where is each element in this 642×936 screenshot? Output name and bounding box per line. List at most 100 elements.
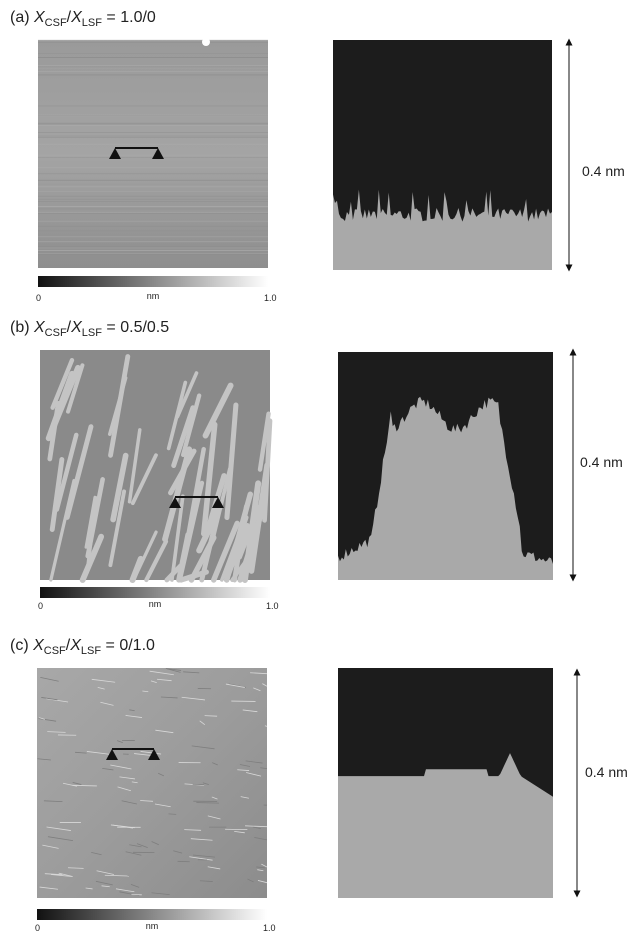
texture bbox=[62, 782, 78, 787]
stripe bbox=[110, 452, 129, 523]
label-part: CSF bbox=[45, 327, 67, 339]
texture bbox=[245, 825, 268, 828]
texture bbox=[100, 701, 114, 706]
texture bbox=[86, 751, 110, 755]
texture bbox=[46, 826, 71, 831]
texture bbox=[151, 892, 170, 895]
image-texture bbox=[37, 668, 268, 896]
panel: (b) XCSF/XLSF = 0.5/0.50 nm 1.00.4 nm bbox=[10, 319, 623, 611]
texture bbox=[119, 776, 136, 780]
stripe bbox=[170, 494, 185, 582]
texture bbox=[45, 698, 69, 703]
marker-triangle bbox=[106, 749, 118, 760]
texture bbox=[256, 866, 265, 869]
texture bbox=[117, 786, 132, 792]
marker-triangle bbox=[109, 148, 121, 159]
afm-image bbox=[37, 668, 267, 898]
texture bbox=[104, 874, 130, 877]
colorbar-max: 1.0 bbox=[264, 293, 277, 303]
texture bbox=[156, 678, 172, 682]
texture bbox=[260, 767, 268, 770]
texture bbox=[72, 782, 82, 785]
label-part: CSF bbox=[45, 17, 67, 29]
texture bbox=[199, 880, 213, 882]
panel-label: (a) XCSF/XLSF = 1.0/0 bbox=[10, 9, 156, 29]
stripe bbox=[130, 453, 158, 506]
texture bbox=[190, 838, 213, 841]
texture bbox=[136, 843, 148, 848]
texture bbox=[140, 751, 162, 755]
label-part: X bbox=[69, 637, 82, 654]
texture bbox=[37, 758, 51, 761]
stripe bbox=[54, 432, 79, 512]
profile-height bbox=[333, 189, 552, 270]
texture bbox=[242, 709, 258, 713]
label-part: CSF bbox=[44, 645, 66, 657]
texture bbox=[150, 680, 157, 683]
colorbar-max: 1.0 bbox=[263, 923, 276, 933]
stripe bbox=[171, 405, 196, 468]
stripe bbox=[166, 380, 188, 451]
stripe bbox=[202, 382, 234, 439]
texture bbox=[91, 852, 102, 856]
label-part: (c) bbox=[10, 637, 33, 654]
texture bbox=[234, 830, 245, 834]
colorbar-min: 0 bbox=[35, 923, 40, 933]
texture bbox=[160, 696, 178, 699]
colorbar-min: 0 bbox=[36, 293, 41, 303]
profile-height bbox=[338, 396, 553, 580]
image-texture bbox=[45, 354, 273, 583]
texture bbox=[43, 800, 63, 803]
texture bbox=[96, 870, 114, 875]
texture bbox=[39, 886, 59, 890]
label-part: X bbox=[70, 9, 83, 26]
stripe bbox=[201, 421, 218, 537]
marker-triangle bbox=[148, 749, 160, 760]
texture bbox=[250, 672, 268, 675]
stripe bbox=[180, 393, 202, 458]
texture bbox=[181, 696, 206, 701]
colorbar-unit: nm bbox=[149, 599, 162, 609]
texture bbox=[196, 802, 219, 804]
stripe bbox=[262, 418, 273, 523]
texture bbox=[42, 844, 59, 849]
marker-triangle bbox=[169, 497, 181, 508]
texture bbox=[245, 760, 263, 764]
texture bbox=[257, 880, 268, 884]
texture bbox=[117, 740, 123, 744]
texture bbox=[101, 885, 110, 888]
colorbar-unit: nm bbox=[147, 291, 160, 301]
stripe bbox=[127, 428, 142, 504]
texture bbox=[225, 683, 245, 688]
texture bbox=[202, 782, 209, 786]
texture bbox=[110, 764, 132, 770]
texture bbox=[67, 867, 84, 869]
colorbar-unit: nm bbox=[146, 921, 159, 931]
label-part: (a) bbox=[10, 9, 34, 26]
stripe bbox=[211, 520, 240, 583]
image-texture bbox=[38, 39, 268, 268]
stripe bbox=[79, 533, 105, 583]
texture bbox=[40, 676, 59, 682]
marker-triangle bbox=[152, 148, 164, 159]
stripe bbox=[177, 480, 205, 583]
texture bbox=[151, 841, 159, 846]
texture bbox=[154, 803, 171, 808]
texture bbox=[142, 690, 149, 693]
texture bbox=[72, 784, 97, 787]
bright-spot bbox=[202, 38, 210, 46]
texture bbox=[212, 762, 218, 766]
label-part: = 0/1.0 bbox=[101, 637, 155, 654]
texture bbox=[239, 764, 251, 767]
stripe bbox=[50, 358, 75, 410]
texture bbox=[125, 851, 142, 856]
stripe bbox=[175, 371, 199, 419]
colorbar-max: 1.0 bbox=[266, 601, 279, 611]
label-part: / bbox=[66, 637, 71, 654]
texture bbox=[240, 796, 249, 799]
stripe bbox=[224, 402, 239, 521]
texture bbox=[102, 767, 114, 771]
stripe bbox=[162, 446, 193, 543]
texture bbox=[38, 718, 57, 722]
texture bbox=[262, 683, 268, 687]
